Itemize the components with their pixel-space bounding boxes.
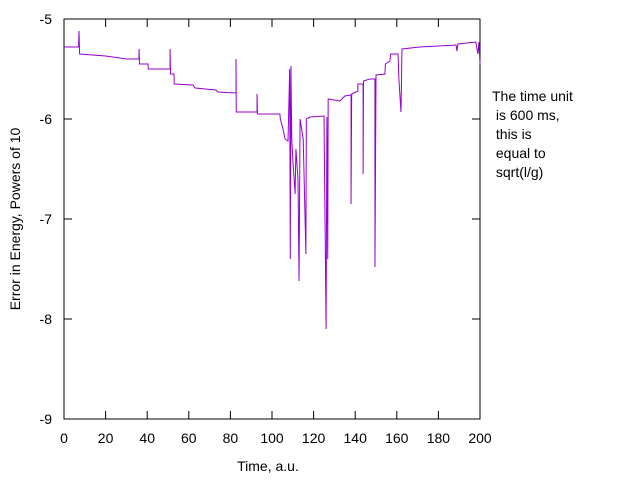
x-tick-label: 0	[60, 430, 68, 446]
y-tick-label: -6	[40, 111, 53, 127]
x-tick-label: 40	[139, 430, 155, 446]
y-tick-label: -9	[40, 411, 53, 427]
x-tick-label: 140	[344, 430, 368, 446]
annotation: sqrt(l/g)	[492, 164, 543, 180]
x-tick-label: 200	[468, 430, 492, 446]
y-tick-label: -5	[40, 11, 53, 27]
x-tick-label: 160	[385, 430, 409, 446]
annotation: is 600 ms,	[492, 107, 560, 123]
data-line	[64, 30, 481, 330]
x-tick-label: 60	[181, 430, 197, 446]
y-tick-label: -8	[40, 311, 53, 327]
x-tick-label: 120	[302, 430, 326, 446]
x-axis-title: Time, a.u.	[237, 458, 299, 474]
annotation: The time unit	[492, 88, 573, 104]
x-tick-label: 20	[98, 430, 114, 446]
annotation: this is	[492, 126, 532, 142]
plot-frame	[63, 18, 481, 420]
x-tick-label: 180	[427, 430, 451, 446]
y-tick-label: -7	[40, 211, 53, 227]
y-axis-title: Error in Energy, Powers of 10	[7, 127, 23, 310]
x-tick-label: 80	[223, 430, 239, 446]
x-tick-label: 100	[260, 430, 284, 446]
annotation: equal to	[492, 145, 546, 161]
